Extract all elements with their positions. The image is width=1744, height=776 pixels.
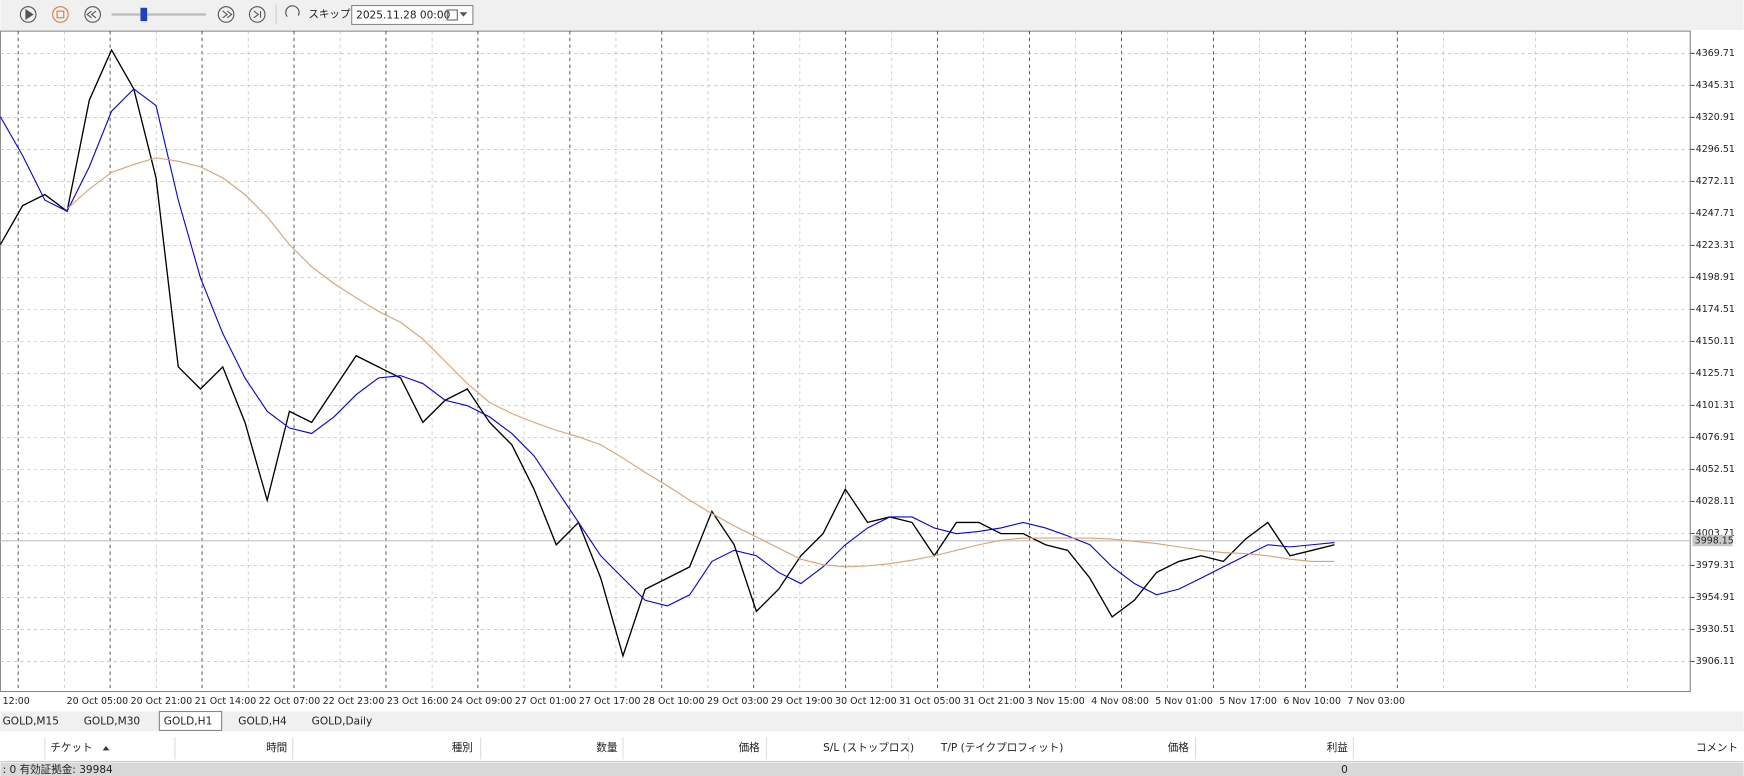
- tab[interactable]: GOLD,M15: [3, 716, 59, 728]
- last-price-box: [1692, 535, 1733, 547]
- price-line: [66, 157, 1335, 568]
- x-tick-label: 23 Oct 16:00: [387, 696, 449, 707]
- y-tick-label: 4247.71: [1696, 208, 1735, 219]
- y-tick-label: 4028.11: [1696, 496, 1735, 507]
- y-tick-label: 4052.51: [1696, 464, 1735, 475]
- y-tick-label: 4369.71: [1696, 48, 1735, 59]
- y-tick-label: 4320.91: [1696, 112, 1735, 123]
- x-tick-label: 31 Oct 21:00: [963, 696, 1025, 707]
- toolbar: [0, 0, 1744, 31]
- y-tick-label: 3930.51: [1696, 624, 1735, 635]
- date-value[interactable]: 2025.11.28 00:00: [356, 10, 450, 22]
- last-price-label: 3998.15: [1695, 535, 1734, 546]
- slider-thumb[interactable]: [140, 7, 148, 22]
- column-header[interactable]: 価格: [739, 741, 761, 754]
- column-header[interactable]: 時間: [266, 742, 287, 754]
- column-header[interactable]: 種別: [452, 741, 473, 754]
- y-tick-label: 4076.91: [1696, 432, 1735, 443]
- price-line: [0, 88, 1335, 607]
- x-tick-label: 22 Oct 07:00: [259, 696, 321, 707]
- tab[interactable]: GOLD,H4: [238, 716, 287, 728]
- column-header[interactable]: S/L (ストップロス): [823, 742, 914, 754]
- y-tick-label: 4345.31: [1696, 80, 1735, 91]
- x-tick-label: 27 Oct 01:00: [515, 696, 577, 707]
- x-tick-label: 4 Nov 08:00: [1091, 696, 1149, 707]
- x-tick-label: 29 Oct 03:00: [707, 696, 769, 707]
- x-tick-label: 12:00: [3, 696, 30, 707]
- y-tick-label: 4174.51: [1696, 304, 1735, 315]
- tab-bar: [0, 711, 1744, 732]
- y-tick-label: 4150.11: [1696, 336, 1735, 347]
- status-row: [0, 762, 1744, 776]
- tab-active[interactable]: [158, 710, 223, 731]
- x-tick-label: 7 Nov 03:00: [1347, 696, 1405, 707]
- x-tick-label: 20 Oct 21:00: [131, 696, 193, 707]
- y-tick-label: 3954.91: [1696, 592, 1735, 603]
- y-tick-label: 4101.31: [1696, 400, 1735, 411]
- y-tick-label: 4003.71: [1696, 528, 1735, 539]
- x-tick-label: 31 Oct 05:00: [899, 696, 961, 707]
- skip-label[interactable]: スキップ: [308, 8, 351, 20]
- y-tick-label: 3979.31: [1696, 560, 1735, 571]
- column-header[interactable]: コメント: [1696, 742, 1738, 754]
- end-button[interactable]: [248, 6, 266, 23]
- skip-icon: [285, 5, 300, 18]
- column-header[interactable]: T/P (テイクプロフィット): [940, 742, 1063, 754]
- x-tick-label: 3 Nov 15:00: [1027, 696, 1085, 707]
- forward-button[interactable]: [217, 6, 235, 23]
- x-tick-label: 5 Nov 17:00: [1219, 696, 1277, 707]
- tab[interactable]: GOLD,H1: [164, 716, 212, 728]
- x-tick-label: 21 Oct 14:00: [195, 696, 257, 707]
- table-header: [0, 734, 1744, 762]
- y-tick-label: 4223.31: [1696, 240, 1735, 251]
- x-tick-label: 22 Oct 23:00: [323, 696, 385, 707]
- tab[interactable]: GOLD,Daily: [312, 716, 373, 728]
- price-line: [0, 48, 1335, 659]
- status-left: : 0 有効証拠金: 39984: [3, 763, 113, 776]
- x-tick-label: 6 Nov 10:00: [1283, 696, 1341, 707]
- column-header[interactable]: 利益: [1327, 741, 1349, 754]
- x-tick-label: 24 Oct 09:00: [451, 696, 513, 707]
- y-tick-label: 4198.91: [1696, 272, 1735, 283]
- rewind-button[interactable]: [84, 6, 102, 23]
- date-dropdown[interactable]: [351, 5, 474, 26]
- y-tick-label: 4125.71: [1696, 368, 1735, 379]
- calendar-icon: [446, 9, 458, 21]
- x-tick-label: 20 Oct 05:00: [67, 696, 129, 707]
- column-header[interactable]: チケット: [50, 742, 92, 754]
- status-profit: 0: [1341, 764, 1348, 776]
- play-button[interactable]: [19, 6, 37, 23]
- y-tick-label: 4272.11: [1696, 176, 1735, 187]
- tab[interactable]: GOLD,M30: [84, 716, 141, 728]
- x-tick-label: 27 Oct 17:00: [579, 696, 641, 707]
- column-header[interactable]: 数量: [596, 741, 618, 754]
- sort-arrow: [102, 745, 110, 751]
- dropdown-arrow: [459, 12, 468, 17]
- stop-button[interactable]: [52, 6, 69, 23]
- x-tick-label: 5 Nov 01:00: [1155, 696, 1213, 707]
- x-tick-label: 30 Oct 12:00: [835, 696, 897, 707]
- x-tick-label: 28 Oct 10:00: [643, 696, 705, 707]
- y-tick-label: 3906.11: [1696, 656, 1735, 667]
- y-tick-label: 4296.51: [1696, 144, 1735, 155]
- x-tick-label: 29 Oct 19:00: [771, 696, 833, 707]
- column-header[interactable]: 価格: [1168, 741, 1190, 754]
